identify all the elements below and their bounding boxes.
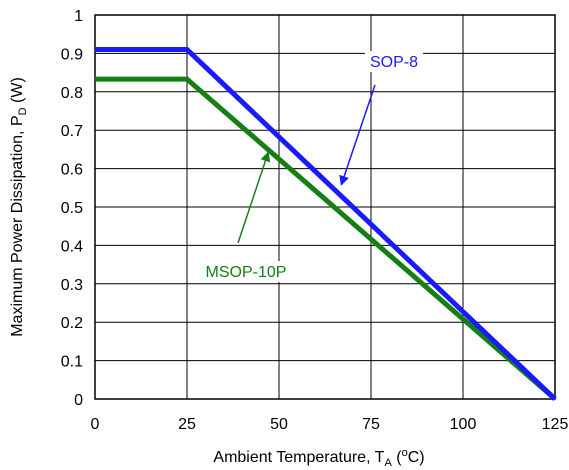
annotation-label: MSOP-10P — [206, 264, 287, 281]
annotation-label: SOP-8 — [370, 54, 418, 71]
y-tick-label: 0.1 — [61, 354, 83, 371]
y-tick-label: 0.7 — [61, 123, 83, 140]
y-tick-label: 0.4 — [61, 238, 83, 255]
y-tick-label: 0.8 — [61, 85, 83, 102]
x-tick-label: 125 — [542, 416, 569, 433]
y-tick-label: 0.9 — [61, 46, 83, 63]
x-axis-label: Ambient Temperature, TA (oC) — [213, 447, 424, 469]
annotation-arrow — [237, 151, 271, 244]
y-tick-label: 0.5 — [61, 200, 83, 217]
annotation-background — [365, 51, 423, 72]
x-tick-label: 100 — [450, 416, 477, 433]
x-tick-label: 75 — [362, 416, 380, 433]
annotations: SOP-8 MSOP-10P — [202, 51, 423, 282]
series-lines — [95, 47, 557, 401]
annotation-background — [202, 261, 290, 282]
plot-frame — [94, 14, 556, 400]
y-tick-label: 0 — [74, 392, 83, 409]
y-tick-label: 0.2 — [61, 315, 83, 332]
annotation-arrow — [339, 84, 376, 186]
y-axis-label: Maximum Power Dissipation, PD (W) — [9, 77, 29, 337]
x-tick-label: 25 — [178, 416, 196, 433]
x-tick-label: 50 — [270, 416, 288, 433]
x-tick-label: 0 — [91, 416, 100, 433]
y-tick-labels: 0 0.1 0.2 0.3 0.4 0.5 0.6 0.7 0.8 0.9 1 — [61, 8, 83, 409]
y-tick-label: 0.6 — [61, 162, 83, 179]
y-tick-label: 1 — [74, 8, 83, 25]
x-tick-labels: 0 25 50 75 100 125 — [91, 416, 569, 433]
y-tick-label: 0.3 — [61, 277, 83, 294]
series-line-msop-10p — [95, 76, 557, 401]
series-line-sop-8 — [95, 47, 557, 401]
